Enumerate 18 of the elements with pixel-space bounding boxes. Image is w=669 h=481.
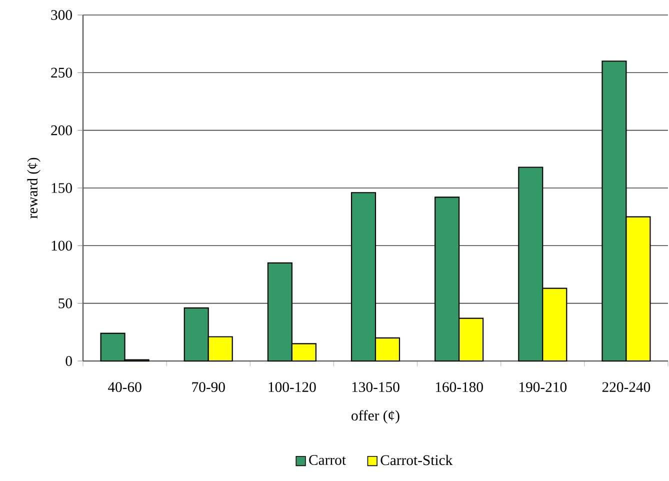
x-tick-label: 100-120: [268, 382, 316, 392]
y-tick-label: 50: [58, 298, 72, 308]
legend-label: Carrot: [309, 455, 346, 465]
y-tick-label: 200: [51, 125, 72, 136]
x-axis-title: offer (¢): [352, 410, 400, 424]
y-tick-label: 150: [52, 183, 72, 193]
x-tick-label: 40-60: [108, 382, 142, 392]
x-tick-label: 130-150: [352, 382, 400, 392]
y-tick-label: 0: [66, 356, 72, 366]
x-tick-label: 190-210: [519, 382, 567, 392]
legend-label: Carrot-Stick: [380, 454, 453, 466]
x-tick-label: 70-90: [192, 382, 225, 392]
y-tick-label: 250: [51, 68, 72, 78]
x-tick-label: 160-180: [436, 382, 483, 392]
y-tick-label: 300: [51, 10, 72, 20]
y-axis-title: reward (¢): [27, 158, 40, 218]
y-tick-label: 100: [52, 240, 72, 251]
x-tick-label: 220-240: [602, 382, 650, 392]
